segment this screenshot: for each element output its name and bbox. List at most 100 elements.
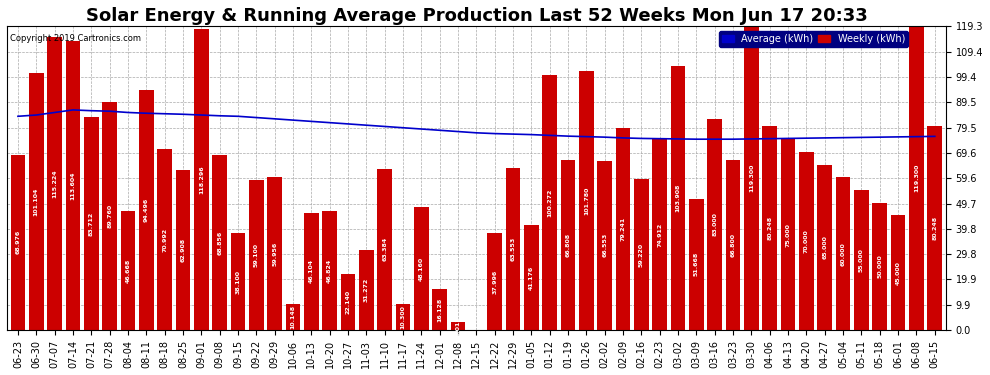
Text: 38.100: 38.100 <box>236 270 241 294</box>
Bar <box>48 37 62 330</box>
Bar <box>762 126 777 330</box>
Bar <box>65 41 80 330</box>
Bar <box>249 180 263 330</box>
Text: 68.856: 68.856 <box>217 230 222 255</box>
Text: 48.160: 48.160 <box>419 256 424 281</box>
Text: 118.296: 118.296 <box>199 165 204 194</box>
Text: 70.992: 70.992 <box>162 228 167 252</box>
Bar <box>891 216 906 330</box>
Bar <box>157 149 172 330</box>
Bar <box>652 140 667 330</box>
Text: 59.956: 59.956 <box>272 242 277 266</box>
Text: 94.496: 94.496 <box>144 198 148 222</box>
Bar <box>708 119 722 330</box>
Text: 55.000: 55.000 <box>859 248 864 272</box>
Bar <box>854 190 869 330</box>
Bar <box>836 177 850 330</box>
Text: 65.000: 65.000 <box>823 236 828 259</box>
Text: 46.104: 46.104 <box>309 259 314 284</box>
Bar <box>231 233 246 330</box>
Text: 22.140: 22.140 <box>346 290 350 314</box>
Bar <box>377 169 392 330</box>
Text: 59.220: 59.220 <box>639 243 644 267</box>
Text: 113.604: 113.604 <box>70 171 75 200</box>
Bar <box>139 90 153 330</box>
Bar <box>433 289 447 330</box>
Bar <box>597 160 612 330</box>
Text: 63.553: 63.553 <box>511 237 516 261</box>
Text: 10.148: 10.148 <box>290 305 295 329</box>
Bar <box>11 154 26 330</box>
Text: 66.808: 66.808 <box>565 233 570 257</box>
Text: 103.908: 103.908 <box>675 184 680 212</box>
Bar <box>524 225 539 330</box>
Text: 66.800: 66.800 <box>731 233 736 257</box>
Bar <box>487 233 502 330</box>
Bar <box>781 139 795 330</box>
Text: 46.668: 46.668 <box>126 258 131 283</box>
Bar <box>414 207 429 330</box>
Text: 41.176: 41.176 <box>529 266 534 290</box>
Text: 80.248: 80.248 <box>767 216 772 240</box>
Text: 63.384: 63.384 <box>382 237 387 261</box>
Text: 45.000: 45.000 <box>896 261 901 285</box>
Text: 83.712: 83.712 <box>89 211 94 236</box>
Text: 101.780: 101.780 <box>584 186 589 215</box>
Text: 100.272: 100.272 <box>547 188 552 217</box>
Text: 74.912: 74.912 <box>657 222 662 247</box>
Bar <box>726 160 741 330</box>
Legend: Average (kWh), Weekly (kWh): Average (kWh), Weekly (kWh) <box>719 32 908 47</box>
Bar <box>304 213 319 330</box>
Text: Copyright 2019 Cartronics.com: Copyright 2019 Cartronics.com <box>10 34 141 43</box>
Bar <box>212 155 227 330</box>
Bar <box>359 251 373 330</box>
Bar <box>267 177 282 330</box>
Bar <box>543 75 557 330</box>
Bar <box>29 73 44 330</box>
Bar <box>450 322 465 330</box>
Bar <box>634 179 648 330</box>
Bar <box>506 168 521 330</box>
Text: 46.824: 46.824 <box>327 258 333 282</box>
Bar <box>396 304 411 330</box>
Bar <box>286 304 300 330</box>
Text: 70.000: 70.000 <box>804 229 809 253</box>
Bar <box>121 211 136 330</box>
Text: 83.000: 83.000 <box>712 213 718 236</box>
Bar <box>928 126 942 330</box>
Text: 37.996: 37.996 <box>492 270 497 294</box>
Text: 59.100: 59.100 <box>253 243 258 267</box>
Bar <box>102 102 117 330</box>
Bar <box>579 71 594 330</box>
Bar <box>671 66 685 330</box>
Text: 62.908: 62.908 <box>180 238 185 262</box>
Text: 68.976: 68.976 <box>16 230 21 254</box>
Text: 60.000: 60.000 <box>841 242 845 266</box>
Bar <box>175 170 190 330</box>
Text: 50.000: 50.000 <box>877 255 882 278</box>
Text: 79.241: 79.241 <box>621 217 626 241</box>
Text: 51.668: 51.668 <box>694 252 699 276</box>
Text: 16.128: 16.128 <box>438 297 443 322</box>
Bar <box>872 203 887 330</box>
Bar <box>689 198 704 330</box>
Text: 89.760: 89.760 <box>107 204 112 228</box>
Text: 115.224: 115.224 <box>52 169 57 198</box>
Text: 119.300: 119.300 <box>914 164 919 192</box>
Text: 31.272: 31.272 <box>364 278 369 302</box>
Text: 10.300: 10.300 <box>401 305 406 329</box>
Text: 119.300: 119.300 <box>749 164 754 192</box>
Bar <box>799 152 814 330</box>
Bar <box>616 128 631 330</box>
Text: 66.553: 66.553 <box>602 233 607 258</box>
Bar <box>194 29 209 330</box>
Bar <box>744 27 758 330</box>
Bar <box>818 165 833 330</box>
Text: 101.104: 101.104 <box>34 187 39 216</box>
Title: Solar Energy & Running Average Production Last 52 Weeks Mon Jun 17 20:33: Solar Energy & Running Average Productio… <box>85 7 867 25</box>
Bar <box>909 27 924 330</box>
Bar <box>323 211 337 330</box>
Text: 3.012: 3.012 <box>455 316 460 336</box>
Bar <box>84 117 99 330</box>
Bar <box>341 274 355 330</box>
